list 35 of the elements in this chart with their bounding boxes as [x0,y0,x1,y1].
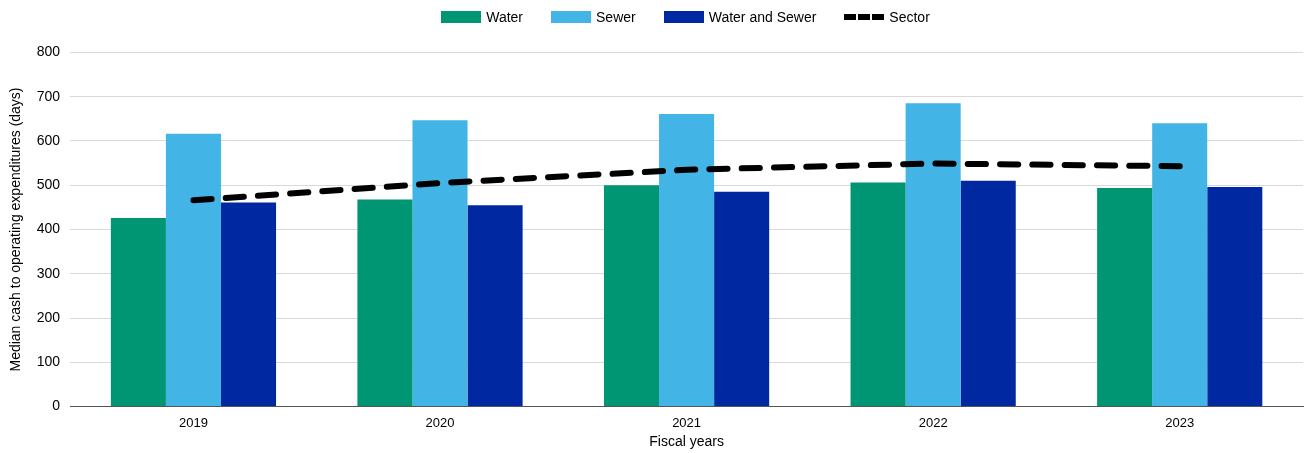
bar [1207,187,1263,407]
x-tick-label: 2023 [1165,414,1195,430]
bar [220,202,277,407]
legend-label: Water and Sewer [708,9,817,25]
y-tick-label: 500 [36,176,61,193]
y-tick-label: 600 [36,131,61,148]
x-tick-label: 2022 [918,414,948,430]
bar [659,113,715,407]
x-axis-title: Fiscal years [649,433,724,450]
y-tick-label: 200 [36,308,61,325]
x-tick-label: 2019 [178,414,208,430]
bar [1152,123,1208,407]
bar [714,191,770,407]
bar [357,199,413,407]
legend-label: Water [486,9,524,25]
bar [165,133,221,407]
y-tick-label: 300 [36,264,61,281]
bar [603,185,660,407]
y-tick-label: 0 [52,397,61,414]
y-axis-title: Median cash to operating expenditures (days) [7,87,24,372]
bar [850,182,906,407]
y-tick-label: 100 [36,353,61,370]
legend-label: Sewer [596,9,636,25]
legend-label: Sector [889,9,930,25]
x-tick-label: 2021 [672,414,702,430]
x-tick-label: 2020 [425,414,455,430]
y-tick-label: 400 [36,220,61,237]
y-tick-label: 800 [36,43,61,60]
bar [412,120,468,407]
y-tick-label: 700 [36,87,61,104]
bar [905,103,961,407]
bar [960,180,1016,407]
bar [467,205,523,407]
bar [110,217,166,407]
bar [1097,187,1153,407]
